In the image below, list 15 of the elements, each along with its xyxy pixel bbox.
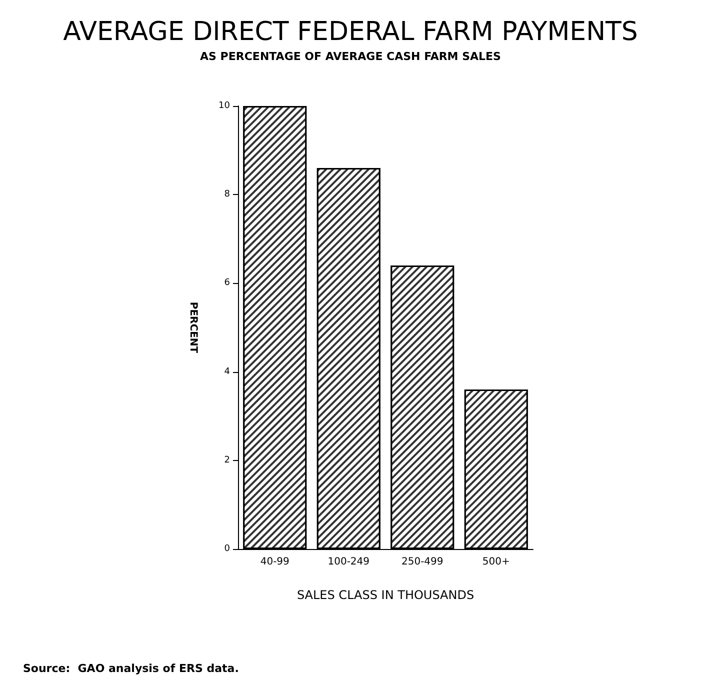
chart-subtitle: AS PERCENTAGE OF AVERAGE CASH FARM SALES [200,50,502,63]
chart-title: AVERAGE DIRECT FEDERAL FARM PAYMENTS [63,17,638,47]
x-axis-title: SALES CLASS IN THOUSANDS [296,588,474,602]
y-tick-label: 6 [224,278,230,288]
x-tick-label: 100-249 [328,556,370,568]
source-note: Source: GAO analysis of ERS data. [23,662,239,675]
y-tick-label: 4 [224,366,230,377]
y-axis-title: PERCENT [188,302,198,354]
y-tick-label: 10 [218,101,230,111]
y-tick-label: 0 [224,544,230,554]
y-tick-label: 8 [224,190,230,200]
x-tick-label: 500+ [482,556,510,568]
x-tick-label: 40-99 [260,556,290,568]
x-tick-label: 250-499 [401,556,444,568]
y-tick-label: 2 [224,455,230,466]
